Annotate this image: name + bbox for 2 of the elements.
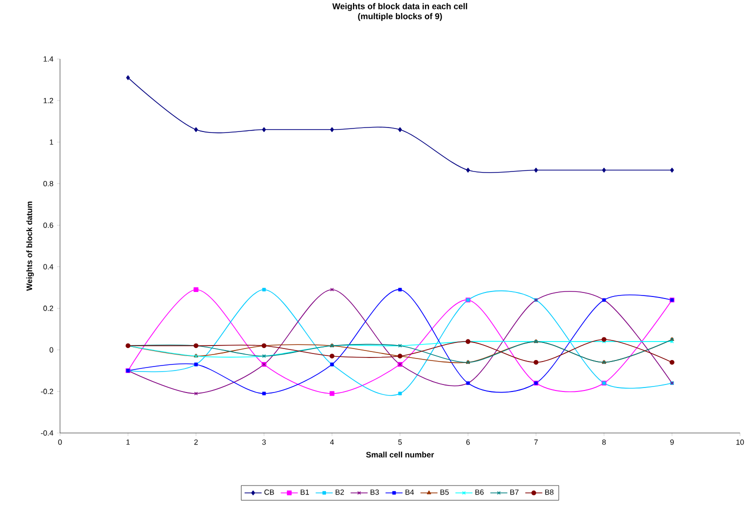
- chart-title: Weights of block data in each cell: [332, 3, 468, 11]
- chart-subtitle: (multiple blocks of 9): [358, 13, 442, 21]
